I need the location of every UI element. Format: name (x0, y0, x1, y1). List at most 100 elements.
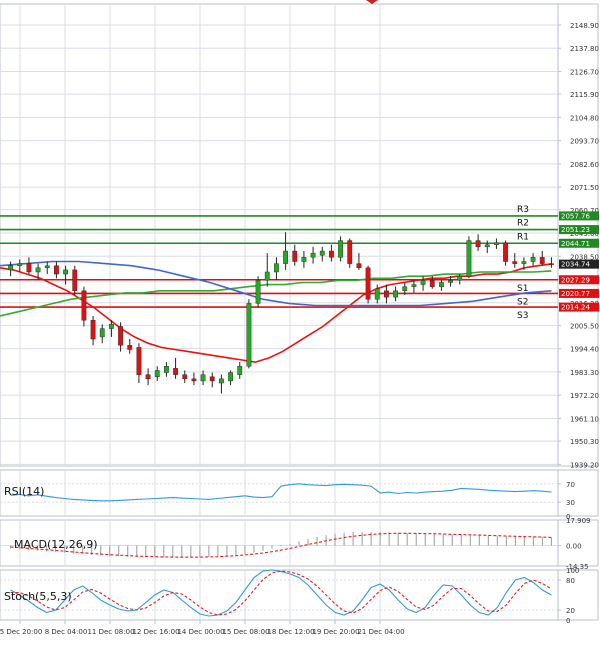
candle (164, 362, 169, 377)
y-tick-label: 1961.10 (570, 415, 599, 423)
candle (154, 366, 160, 381)
price-tag-r2 (559, 225, 599, 235)
candle (274, 257, 279, 281)
y-tick-label: 2115.90 (570, 91, 599, 99)
y-tick-label: -14.35 (566, 563, 589, 571)
candle-body (26, 263, 32, 273)
candle (301, 251, 307, 268)
candle (503, 240, 508, 266)
y-tick-label: 2093.70 (570, 138, 599, 146)
candle-body (35, 267, 41, 273)
stoch-k-line (10, 569, 552, 617)
y-tick-label: 80 (566, 577, 575, 585)
pane-frame (0, 569, 599, 621)
price-tag-text-r3: 2057.76 (561, 212, 590, 220)
candle-body (191, 378, 197, 382)
x-tick-label: 15 Dec 08:00 (222, 628, 269, 636)
candle (338, 236, 343, 262)
candle-body (228, 372, 233, 382)
y-tick-label: 1939.20 (570, 461, 599, 469)
candle (63, 265, 68, 285)
x-tick-label: 14 Dec 00:00 (177, 628, 224, 636)
y-tick-label: 0 (566, 617, 570, 625)
price-tag-s2 (559, 288, 599, 298)
candle-body (384, 290, 389, 298)
x-tick-label: 21 Dec 04:00 (357, 628, 404, 636)
candle-body (539, 257, 545, 264)
y-tick-label: 2104.80 (570, 114, 599, 122)
candle (173, 357, 178, 379)
candle (219, 374, 224, 394)
macd-histogram (10, 531, 552, 558)
pane-frame (0, 3, 599, 467)
candle (44, 261, 50, 275)
price-content: 2148.90 2137.80 2126.70 2115.90 2104.80 2093.… (0, 0, 599, 469)
rsi-line (10, 483, 552, 502)
price-tag-s3 (559, 302, 599, 312)
candle (54, 261, 59, 279)
candle-body (164, 366, 169, 373)
candle (109, 320, 114, 337)
x-tick-label: 11 Dec 08:00 (87, 628, 134, 636)
y-tick-label: 2082.60 (570, 161, 599, 169)
y-tick-label: 100 (566, 567, 579, 575)
candle-body (301, 257, 307, 262)
candle (539, 251, 545, 266)
y-tick-label: 17.909 (566, 517, 591, 525)
candle-body (365, 267, 371, 300)
macd-title: MACD(12,26,9) (14, 538, 98, 551)
candle-body (136, 347, 142, 375)
candle-body (549, 263, 554, 265)
candles (8, 232, 554, 394)
y-tick-label: 0 (566, 513, 570, 521)
candle-body (81, 290, 87, 321)
candle (35, 263, 41, 281)
candle-body (439, 282, 444, 287)
y-tick-label: 2148.90 (570, 22, 599, 30)
level-label-r1: R1 (517, 232, 529, 242)
candle (255, 276, 261, 308)
x-tick-label: 12 Dec 16:00 (132, 628, 179, 636)
candle (145, 368, 151, 386)
candle-body (512, 261, 518, 264)
candle-body (8, 265, 13, 271)
candle-body (475, 240, 481, 248)
candle (99, 324, 105, 344)
y-tick-label: 2060.70 (570, 207, 599, 215)
candle-body (54, 265, 59, 275)
candle-body (274, 263, 279, 273)
candle (484, 240, 490, 254)
stoch-title: Stoch(5,5,3) (4, 590, 72, 603)
candle (292, 244, 298, 266)
candle (182, 370, 188, 384)
candle (411, 280, 417, 293)
candle (209, 372, 215, 388)
candle-body (402, 286, 408, 292)
y-tick-label: 70 (566, 481, 575, 489)
candle (384, 284, 389, 304)
current-price-text: 2034.74 (561, 261, 590, 269)
price-tag-text-r2: 2051.23 (561, 226, 590, 234)
candle-body (145, 374, 151, 380)
price-tag-r3 (559, 211, 599, 221)
y-tick-label: 2126.70 (570, 68, 599, 76)
rsi-title: RSI(14) (4, 485, 44, 498)
candle (494, 238, 499, 249)
candle-body (448, 280, 453, 283)
candle-body (310, 252, 316, 258)
candle (17, 259, 23, 272)
y-tick-label: 2005.50 (570, 322, 599, 330)
candle-body (118, 326, 123, 346)
candle (466, 236, 472, 279)
candle (246, 299, 252, 369)
price-tag-text-r1: 2044.71 (561, 240, 590, 248)
price-tag-r1 (559, 238, 599, 248)
candle (264, 253, 270, 287)
candle-body (347, 240, 353, 264)
candle (365, 265, 371, 304)
candle-body (503, 242, 508, 262)
candle-body (292, 250, 298, 262)
